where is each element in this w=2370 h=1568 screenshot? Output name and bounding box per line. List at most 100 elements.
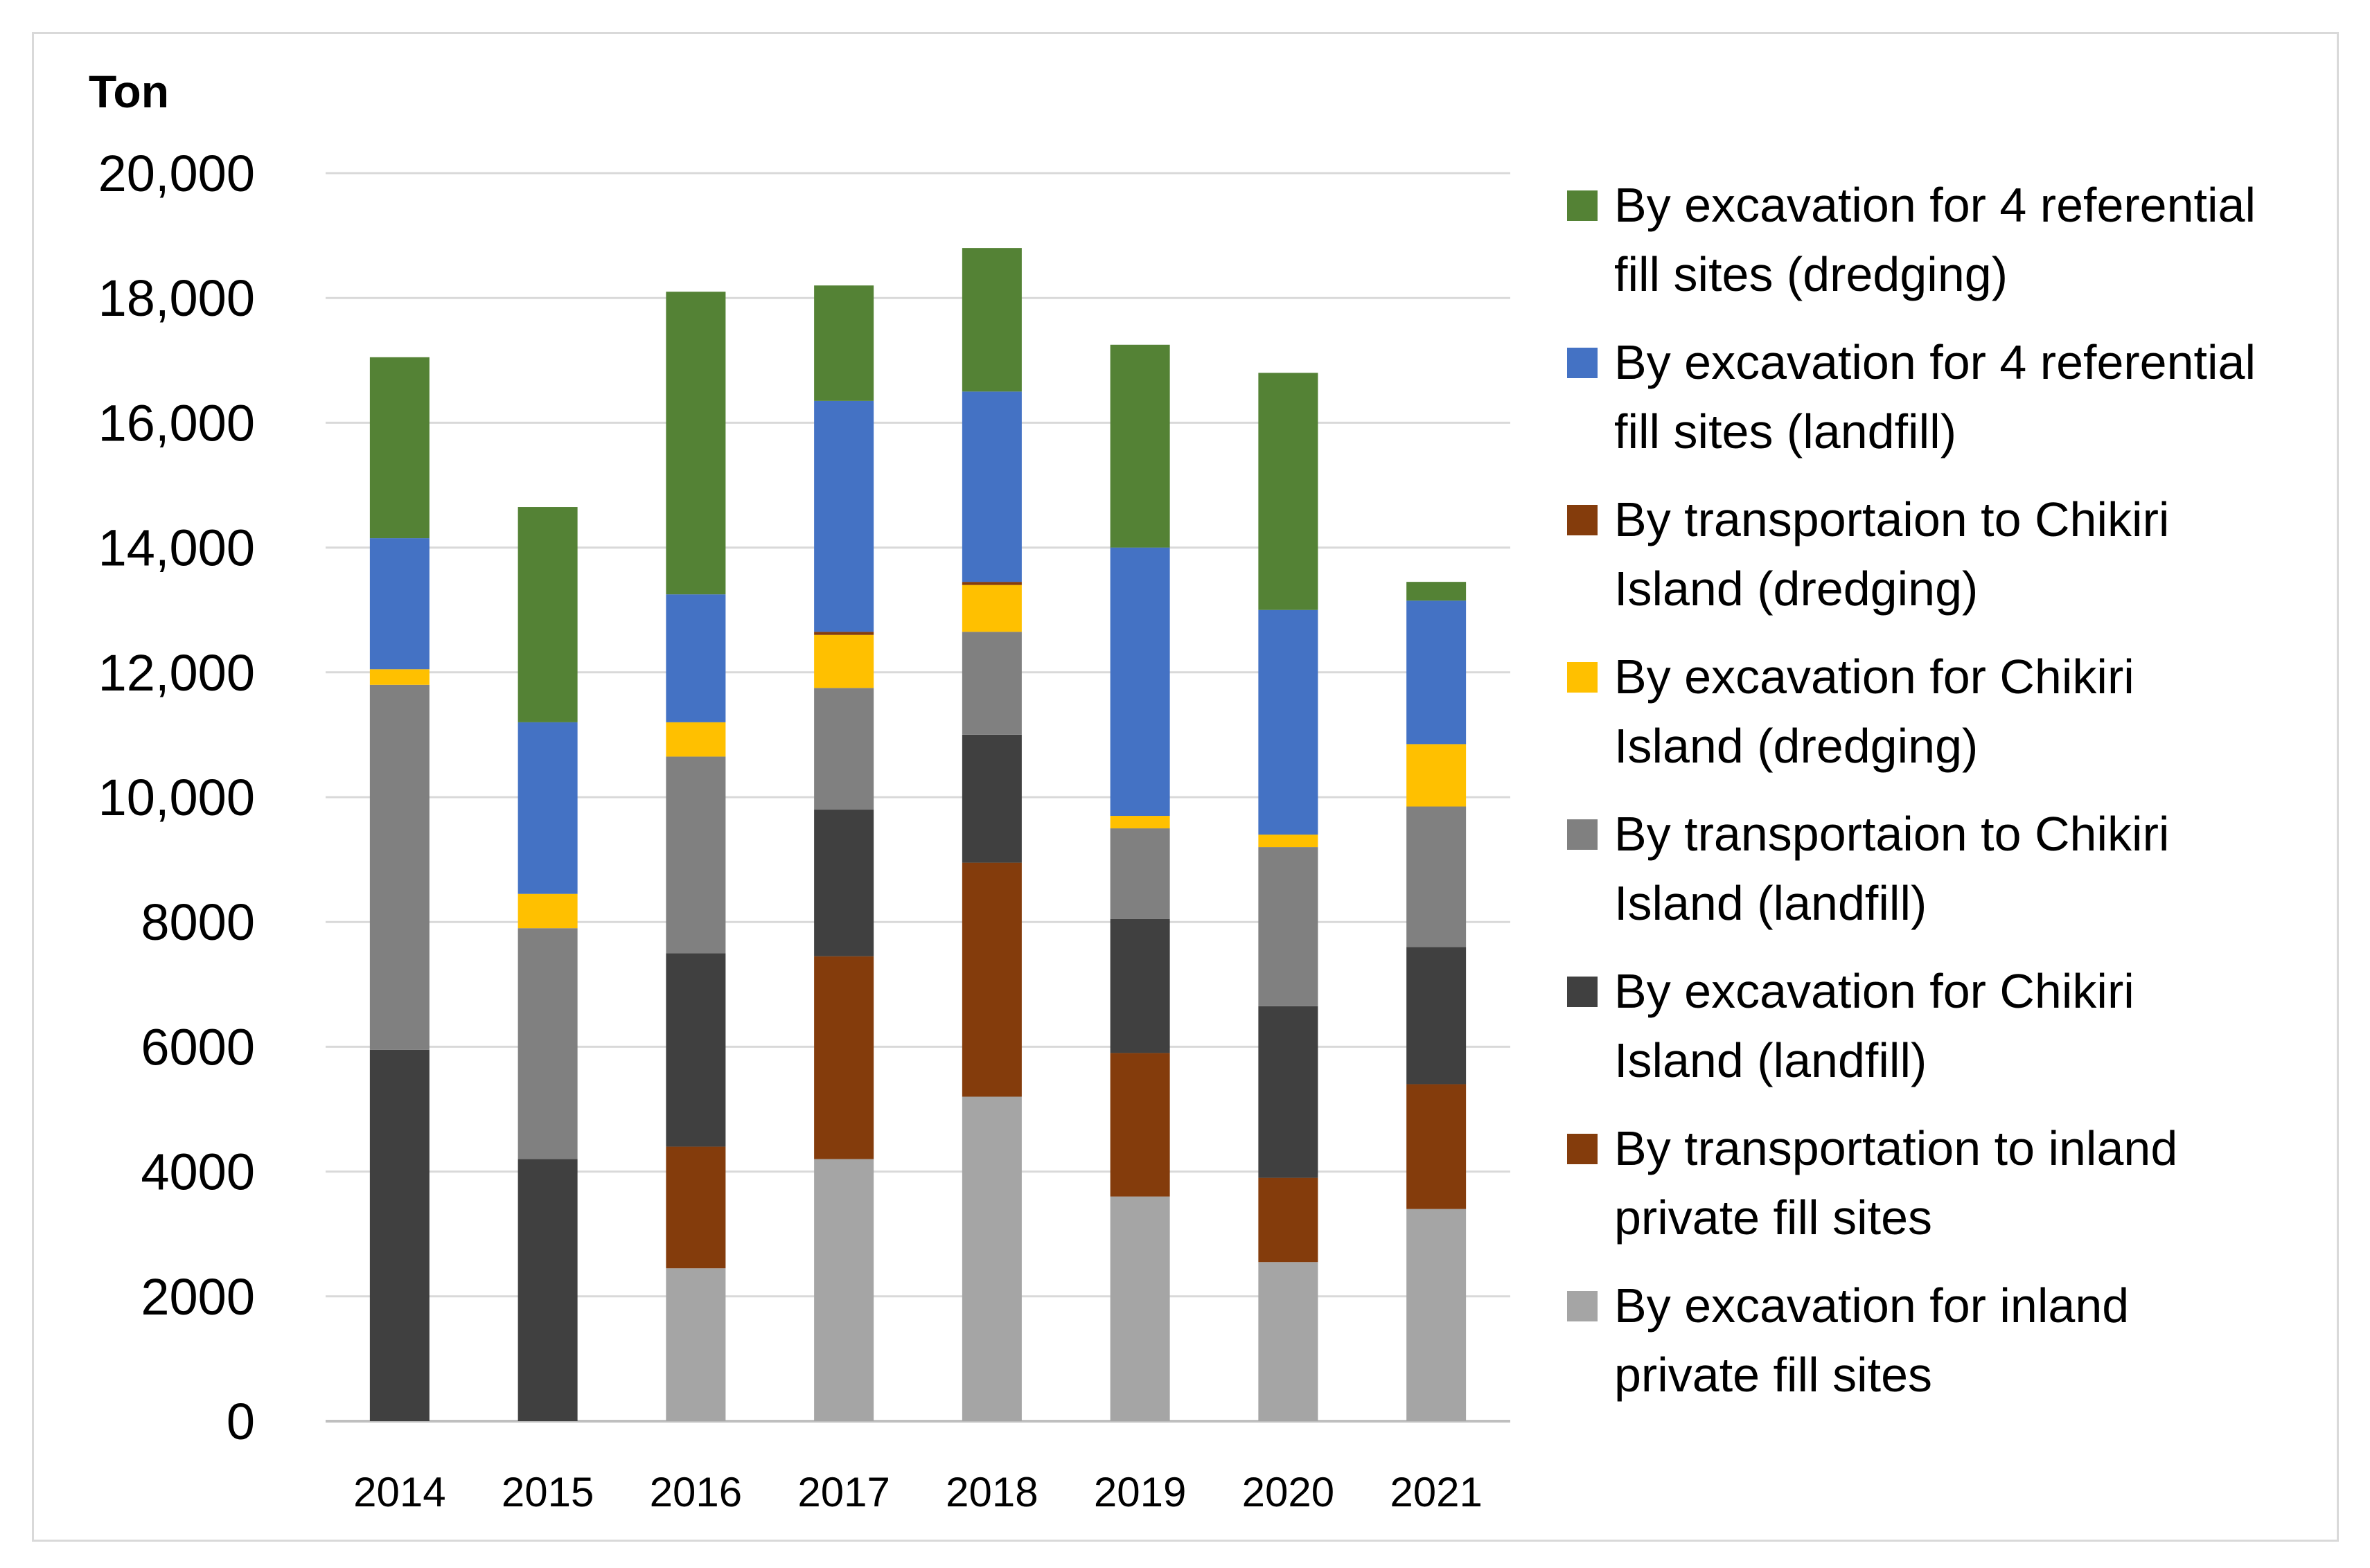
bar-segment [1406, 582, 1467, 601]
legend-label: By excavation for Chikiri [1614, 650, 2134, 704]
bar-segment [369, 1049, 430, 1421]
bars [369, 248, 1467, 1421]
bar-segment [369, 357, 430, 539]
x-tick-label: 2014 [353, 1469, 445, 1515]
bar-segment [1110, 1196, 1170, 1421]
bar-segment [1406, 600, 1467, 745]
y-tick-label: 4000 [141, 1143, 255, 1201]
legend-label: private fill sites [1614, 1191, 1932, 1245]
x-tick-label: 2017 [797, 1469, 890, 1515]
bar-segment [1406, 806, 1467, 947]
legend-label: Island (dredging) [1614, 719, 1978, 773]
x-tick-label: 2015 [502, 1469, 594, 1515]
bar-segment [962, 862, 1022, 1097]
legend-label: By transportaion to Chikiri [1614, 492, 2169, 546]
x-tick-label: 2021 [1390, 1469, 1482, 1515]
legend-swatch [1567, 662, 1598, 693]
x-tick-label: 2020 [1242, 1469, 1334, 1515]
bar-segment [1110, 1053, 1170, 1197]
bar-segment [814, 400, 874, 632]
bar-segment [962, 1096, 1022, 1421]
bar-segment [369, 669, 430, 685]
legend-label: private fill sites [1614, 1348, 1932, 1402]
bar-segment [1258, 1262, 1318, 1421]
y-axis-title: Ton [89, 66, 169, 117]
bar-segment [814, 285, 874, 401]
bar-segment [1406, 744, 1467, 807]
bar-segment [1110, 547, 1170, 817]
bar-segment [1258, 609, 1318, 835]
y-tick-label: 20,000 [98, 145, 255, 202]
bar-segment [1258, 373, 1318, 610]
bar-segment [666, 292, 726, 595]
bar-segment [1110, 828, 1170, 919]
gridlines [326, 172, 1510, 1423]
bar-segment [666, 1268, 726, 1421]
bar-segment [1406, 1084, 1467, 1209]
legend-label: By transportaion to Chikiri [1614, 807, 2169, 861]
bar-segment [962, 734, 1022, 863]
legend-label: Island (landfill) [1614, 1033, 1927, 1087]
bar-segment [814, 956, 874, 1159]
bar-segment [369, 538, 430, 670]
y-tick-label: 18,000 [98, 269, 255, 327]
bar-segment [814, 810, 874, 956]
bar-segment [518, 893, 578, 929]
bar-segment [666, 756, 726, 954]
y-tick-label: 8000 [141, 893, 255, 951]
bar-segment [1258, 1006, 1318, 1178]
bar-segment [1110, 344, 1170, 548]
bar-segment [666, 1146, 726, 1269]
bar-segment [962, 582, 1022, 585]
legend-swatch [1567, 348, 1598, 378]
bar-segment [666, 953, 726, 1147]
bar-segment [814, 632, 874, 635]
bar-segment [1258, 1177, 1318, 1263]
y-tick-label: 12,000 [98, 644, 255, 702]
bar-segment [518, 1159, 578, 1421]
bar-segment [814, 1159, 874, 1421]
y-tick-label: 14,000 [98, 519, 255, 577]
bar-segment [962, 391, 1022, 582]
bar-segment [1110, 918, 1170, 1053]
x-tick-label: 2019 [1094, 1469, 1186, 1515]
legend-label: fill sites (landfill) [1614, 404, 1956, 458]
bar-segment [962, 248, 1022, 392]
legend-label: By transportation to inland [1614, 1121, 2177, 1175]
legend: By excavation for 4 referential fill site… [1567, 178, 2256, 1402]
legend-swatch [1567, 505, 1598, 535]
bar-segment [518, 722, 578, 894]
bar-segment [518, 507, 578, 722]
legend-swatch [1567, 1291, 1598, 1321]
bar-segment [1110, 816, 1170, 829]
legend-label: By excavation for Chikiri [1614, 964, 2134, 1018]
legend-label: By excavation for 4 referential [1614, 335, 2256, 389]
x-tick-label: 2018 [946, 1469, 1038, 1515]
y-axis-ticks: 0 2000 4000 6000 8000 10,000 12,000 14,000 16,00… [98, 145, 255, 1450]
x-tick-label: 2016 [650, 1469, 742, 1515]
bar-segment [666, 594, 726, 722]
legend-swatch [1567, 1134, 1598, 1164]
bar-segment [1258, 835, 1318, 848]
bar-segment [369, 684, 430, 1050]
bar-segment [1406, 947, 1467, 1085]
legend-swatch [1567, 190, 1598, 221]
legend-label: By excavation for 4 referential [1614, 178, 2256, 232]
legend-label: fill sites (dredging) [1614, 247, 2008, 301]
y-tick-label: 16,000 [98, 394, 255, 452]
legend-swatch [1567, 977, 1598, 1007]
y-tick-label: 10,000 [98, 769, 255, 826]
chart-frame [32, 32, 2339, 1542]
legend-label: Island (dredging) [1614, 562, 1978, 616]
bar-segment [814, 688, 874, 810]
bar-segment [962, 585, 1022, 632]
y-tick-label: 2000 [141, 1268, 255, 1326]
y-tick-label: 6000 [141, 1018, 255, 1076]
bar-segment [1406, 1209, 1467, 1421]
bar-segment [1258, 847, 1318, 1006]
bar-segment [666, 722, 726, 757]
x-axis-ticks: 2014 2015 2016 2017 2018 2019 2020 2021 [353, 1469, 1483, 1515]
bar-segment [518, 928, 578, 1159]
y-tick-label: 0 [227, 1393, 255, 1450]
